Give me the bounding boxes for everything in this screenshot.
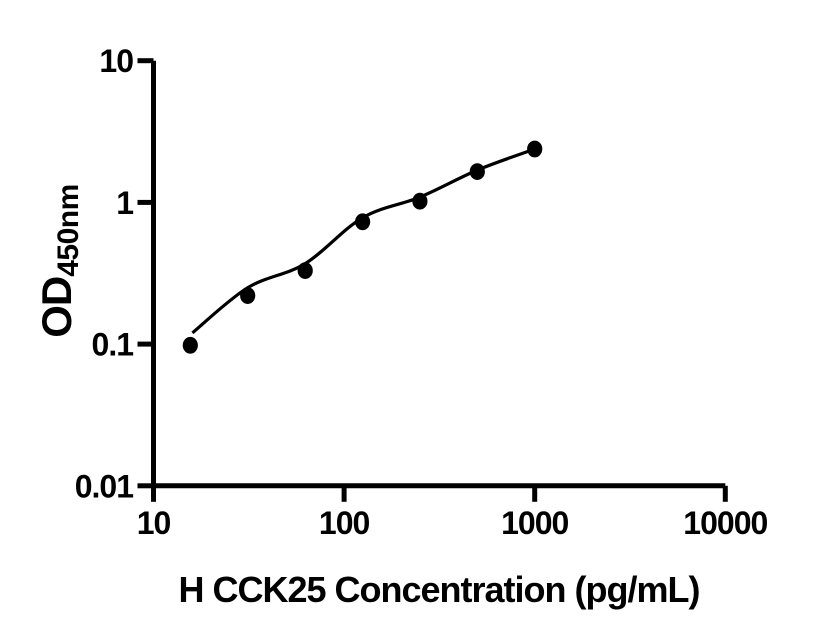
data-point <box>182 336 198 354</box>
y-tick-label: 10 <box>99 43 133 79</box>
y-tick-label: 0.01 <box>75 468 133 504</box>
data-point <box>527 140 543 158</box>
data-point <box>297 262 313 279</box>
data-point <box>469 163 485 181</box>
x-tick-label: 1000 <box>501 505 568 541</box>
y-axis-title-sub: 450nm <box>52 184 85 277</box>
y-tick-label: 0.1 <box>92 327 134 363</box>
y-axis-title-main: OD <box>33 276 80 338</box>
x-axis-title: H CCK25 Concentration (pg/mL) <box>178 569 700 610</box>
y-axis-title: OD450nm <box>32 111 85 411</box>
data-point <box>355 213 371 231</box>
x-tick-label: 10000 <box>683 505 767 541</box>
data-point <box>240 287 256 304</box>
axis-lines <box>151 60 726 489</box>
x-tick-label: 100 <box>319 505 370 541</box>
y-tick-label: 1 <box>116 185 133 221</box>
data-point <box>412 192 428 210</box>
x-tick-label: 10 <box>137 505 171 541</box>
